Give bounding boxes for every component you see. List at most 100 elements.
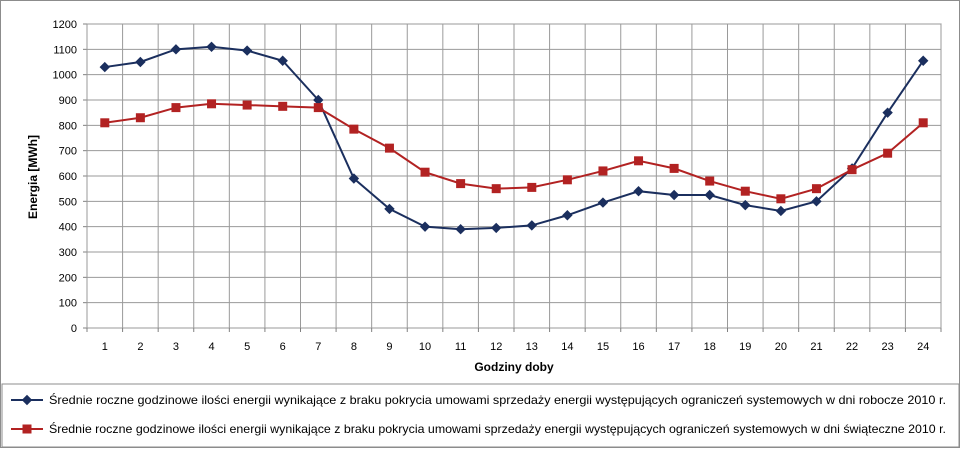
- legend-box: [1, 383, 960, 448]
- data-point: [527, 182, 537, 192]
- series-line: [104, 45, 925, 231]
- data-point: [562, 210, 573, 221]
- x-tick-label: 18: [704, 341, 716, 353]
- x-tick-label: 24: [917, 341, 929, 353]
- legend-item: Średnie roczne godzinowe ilości energii …: [11, 421, 946, 436]
- x-tick-label: 20: [775, 341, 787, 353]
- data-point: [277, 55, 288, 66]
- x-tick-label: 21: [810, 341, 822, 353]
- data-point: [633, 185, 644, 197]
- data-point: [242, 100, 252, 110]
- y-tick-label: 900: [59, 95, 77, 107]
- x-axis-title: Godziny doby: [474, 360, 554, 374]
- data-point: [241, 45, 253, 56]
- data-point: [918, 118, 928, 128]
- x-tick-label: 12: [490, 341, 502, 353]
- data-point: [455, 223, 466, 235]
- x-tick-label: 7: [315, 341, 321, 353]
- x-tick-label: 1: [102, 341, 108, 353]
- x-tick-label: 5: [244, 341, 250, 353]
- x-tick-label: 22: [846, 341, 858, 353]
- data-point: [669, 163, 679, 173]
- data-point: [598, 166, 608, 176]
- data-point: [135, 56, 146, 68]
- data-point: [384, 203, 395, 215]
- data-point: [170, 44, 182, 55]
- data-point: [740, 199, 751, 211]
- x-tick-label: 13: [526, 341, 538, 353]
- x-tick-label: 19: [739, 341, 751, 353]
- y-tick-label: 400: [59, 222, 77, 234]
- x-tick-label: 16: [632, 341, 644, 353]
- data-point: [882, 107, 893, 118]
- data-point: [420, 167, 430, 177]
- x-tick-label: 6: [280, 341, 286, 353]
- y-tick-label: 100: [59, 298, 77, 310]
- y-tick-label: 0: [71, 323, 77, 335]
- x-tick-label: 8: [351, 341, 357, 353]
- data-point: [811, 184, 821, 194]
- x-tick-label: 17: [668, 341, 680, 353]
- gridlines: [83, 23, 942, 332]
- data-point: [526, 220, 537, 231]
- data-point: [705, 176, 715, 186]
- data-point: [99, 61, 110, 73]
- data-point: [419, 221, 431, 232]
- y-tick-label: 800: [59, 120, 77, 132]
- data-point: [278, 101, 288, 111]
- x-tick-label: 2: [137, 341, 143, 353]
- x-tick-label: 23: [882, 341, 894, 353]
- data-point: [811, 196, 822, 207]
- x-tick-label: 4: [208, 341, 214, 353]
- data-point: [491, 184, 501, 194]
- data-point: [847, 165, 857, 175]
- data-point: [704, 189, 715, 201]
- y-tick-label: 200: [59, 272, 77, 284]
- data-point: [776, 194, 786, 204]
- legend-label: Średnie roczne godzinowe ilości energii …: [49, 392, 946, 407]
- data-point: [491, 222, 502, 234]
- data-point: [883, 148, 893, 158]
- data-point: [135, 113, 145, 123]
- y-tick-label: 1000: [53, 70, 77, 82]
- data-point: [348, 173, 360, 184]
- y-tick-label: 300: [59, 247, 77, 259]
- series-layer: [99, 41, 929, 235]
- y-axis-title: Energia [MWh]: [26, 135, 40, 219]
- data-point: [562, 175, 572, 185]
- x-tick-label: 14: [561, 341, 573, 353]
- data-point: [740, 186, 750, 196]
- y-tick-label: 700: [59, 146, 77, 158]
- data-point: [171, 103, 181, 113]
- x-tick-label: 9: [386, 341, 392, 353]
- data-point: [207, 99, 217, 109]
- y-tick-label: 1200: [53, 19, 77, 31]
- y-tick-labels: 0 100 200 300 400 500 600 700 800 900 1000 1100 1200: [53, 19, 77, 335]
- x-tick-label: 11: [455, 341, 466, 353]
- y-tick-label: 500: [59, 196, 77, 208]
- y-tick-label: 1100: [53, 44, 77, 56]
- x-tick-labels: 1 2 3 4 5 6 7 8 9 10 11 12 13 14 15 16 17 18 19 20 21 22 23 24: [102, 341, 930, 353]
- y-tick-label: 600: [59, 171, 77, 183]
- legend-marker: [21, 394, 33, 406]
- data-point: [100, 118, 110, 128]
- series-2: [100, 99, 928, 204]
- data-point: [775, 205, 787, 217]
- data-point: [349, 124, 359, 134]
- data-point: [456, 179, 466, 189]
- legend-marker: [22, 424, 32, 434]
- data-point: [384, 143, 394, 153]
- data-point: [313, 103, 323, 113]
- x-tick-label: 3: [173, 341, 179, 353]
- series-line: [104, 102, 924, 200]
- legend-item: Średnie roczne godzinowe ilości energii …: [11, 392, 946, 407]
- data-point: [918, 55, 929, 66]
- legend: Średnie roczne godzinowe ilości energii …: [1, 383, 960, 448]
- data-point: [206, 41, 217, 53]
- data-point: [634, 156, 644, 166]
- x-tick-label: 15: [597, 341, 609, 353]
- x-tick-label: 10: [419, 341, 431, 353]
- series-1: [99, 41, 929, 235]
